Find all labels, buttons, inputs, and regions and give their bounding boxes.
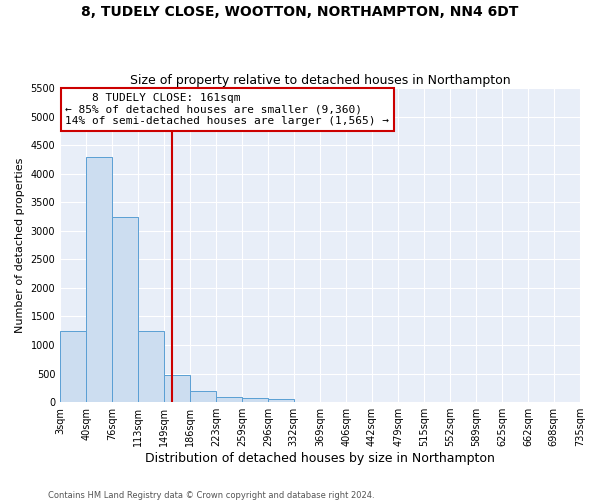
Text: 8, TUDELY CLOSE, WOOTTON, NORTHAMPTON, NN4 6DT: 8, TUDELY CLOSE, WOOTTON, NORTHAMPTON, N… xyxy=(82,5,518,19)
Bar xyxy=(190,390,217,402)
Title: Size of property relative to detached houses in Northampton: Size of property relative to detached ho… xyxy=(130,74,511,87)
Text: Contains HM Land Registry data © Crown copyright and database right 2024.: Contains HM Land Registry data © Crown c… xyxy=(48,490,374,500)
Bar xyxy=(268,399,294,402)
Bar xyxy=(242,398,268,402)
Bar xyxy=(86,156,112,402)
Bar xyxy=(112,216,138,402)
Bar xyxy=(138,330,164,402)
Bar xyxy=(217,397,242,402)
Y-axis label: Number of detached properties: Number of detached properties xyxy=(15,158,25,333)
Bar xyxy=(164,375,190,402)
Bar xyxy=(60,330,86,402)
Text: 8 TUDELY CLOSE: 161sqm
← 85% of detached houses are smaller (9,360)
14% of semi-: 8 TUDELY CLOSE: 161sqm ← 85% of detached… xyxy=(65,93,389,126)
X-axis label: Distribution of detached houses by size in Northampton: Distribution of detached houses by size … xyxy=(145,452,495,465)
